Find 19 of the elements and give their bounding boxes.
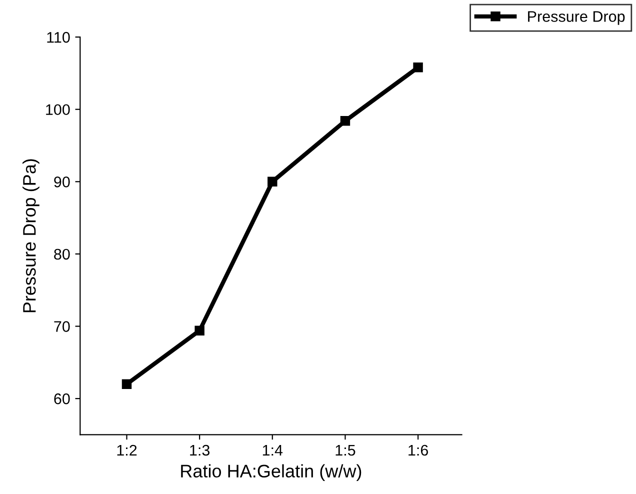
y-tick-label: 70	[54, 321, 70, 332]
x-tick-label: 1:5	[336, 445, 356, 456]
x-axis-title: Ratio HA:Gelatin (w/w)	[181, 464, 362, 482]
y-tick-label: 110	[47, 32, 70, 43]
legend-label: Pressure Drop	[528, 11, 625, 25]
point	[268, 176, 278, 187]
y-tick-label: 100	[46, 104, 70, 116]
x-tick-label: 1:2	[117, 444, 137, 456]
y-tick-label: 90	[54, 176, 70, 188]
y-tick-label: 60	[54, 393, 70, 404]
point	[340, 116, 350, 126]
x-tick-label: 1:4	[262, 445, 283, 456]
point	[122, 379, 132, 389]
point	[194, 326, 204, 336]
x-tick-label: 1:3	[190, 444, 210, 456]
point	[413, 62, 423, 72]
y-tick-label: 80	[54, 248, 70, 260]
x-tick-label: 1:6	[408, 444, 428, 456]
y-axis-title: Pressure Drop (Pa)	[22, 159, 40, 312]
